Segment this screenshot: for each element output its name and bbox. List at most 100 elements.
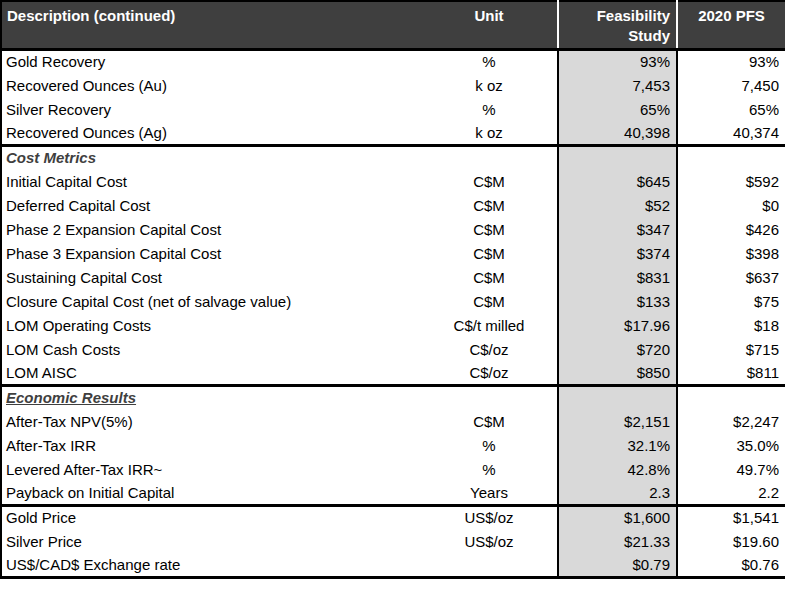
table-row: Gold Price US$/oz $1,600 $1,541: [1, 505, 785, 529]
row-unit: C$/oz: [421, 361, 558, 385]
row-unit: C$M: [421, 193, 558, 217]
row-description: LOM Cash Costs: [1, 337, 421, 361]
row-feasibility-value: $52: [558, 193, 677, 217]
row-unit: C$M: [421, 241, 558, 265]
row-unit: k oz: [421, 121, 558, 145]
row-description: US$/CAD$ Exchange rate: [1, 553, 421, 577]
row-feasibility-value: 40,398: [558, 121, 677, 145]
table-row: Recovered Ounces (Ag) k oz 40,398 40,374: [1, 121, 785, 145]
row-feasibility-value: $645: [558, 169, 677, 193]
row-pfs-value: $19.60: [677, 529, 785, 553]
row-feasibility-value: $1,600: [558, 505, 677, 529]
row-pfs-value: $2,247: [677, 409, 785, 433]
row-description: Silver Recovery: [1, 97, 421, 121]
row-unit: C$/t milled: [421, 313, 558, 337]
row-unit: C$M: [421, 289, 558, 313]
row-description: LOM Operating Costs: [1, 313, 421, 337]
section-title: Cost Metrics: [1, 145, 421, 169]
table-row: LOM AISC C$/oz $850 $811: [1, 361, 785, 385]
row-feasibility-value: $0.79: [558, 553, 677, 577]
row-feasibility-value: $374: [558, 241, 677, 265]
row-feasibility-value: 42.8%: [558, 457, 677, 481]
row-feasibility-value: 93%: [558, 49, 677, 73]
row-pfs-value: $715: [677, 337, 785, 361]
row-feasibility-value: $21.33: [558, 529, 677, 553]
row-pfs-value: $637: [677, 265, 785, 289]
row-unit: Years: [421, 481, 558, 505]
empty-cell: [558, 145, 677, 169]
row-pfs-value: $0: [677, 193, 785, 217]
empty-cell: [677, 385, 785, 409]
table-row: Closure Capital Cost (net of salvage val…: [1, 289, 785, 313]
row-description: Silver Price: [1, 529, 421, 553]
section-header-row-cost-metrics: Cost Metrics: [1, 145, 785, 169]
table-row: US$/CAD$ Exchange rate $0.79 $0.76: [1, 553, 785, 577]
empty-cell: [421, 385, 558, 409]
row-feasibility-value: $2,151: [558, 409, 677, 433]
comparison-table: Description (continued) Unit Feasibility…: [0, 0, 785, 579]
column-header-2020-pfs: 2020 PFS: [677, 1, 785, 49]
section-header-row-economic-results: Economic Results: [1, 385, 785, 409]
row-description: Recovered Ounces (Ag): [1, 121, 421, 145]
table-row: LOM Operating Costs C$/t milled $17.96 $…: [1, 313, 785, 337]
feasibility-comparison-table-container: Description (continued) Unit Feasibility…: [0, 0, 785, 593]
row-feasibility-value: $133: [558, 289, 677, 313]
row-pfs-value: $1,541: [677, 505, 785, 529]
row-unit: %: [421, 457, 558, 481]
section-title: Economic Results: [1, 385, 421, 409]
row-description: Gold Recovery: [1, 49, 421, 73]
table-row: Phase 3 Expansion Capital Cost C$M $374 …: [1, 241, 785, 265]
row-pfs-value: 35.0%: [677, 433, 785, 457]
row-feasibility-value: 32.1%: [558, 433, 677, 457]
table-row: Deferred Capital Cost C$M $52 $0: [1, 193, 785, 217]
row-unit: C$/oz: [421, 337, 558, 361]
column-header-unit: Unit: [421, 1, 558, 49]
table-row: Payback on Initial Capital Years 2.3 2.2: [1, 481, 785, 505]
row-description: Payback on Initial Capital: [1, 481, 421, 505]
row-feasibility-value: $850: [558, 361, 677, 385]
table-row: LOM Cash Costs C$/oz $720 $715: [1, 337, 785, 361]
row-feasibility-value: $831: [558, 265, 677, 289]
row-pfs-value: $18: [677, 313, 785, 337]
table-row: After-Tax IRR % 32.1% 35.0%: [1, 433, 785, 457]
row-feasibility-value: $347: [558, 217, 677, 241]
table-row: Sustaining Capital Cost C$M $831 $637: [1, 265, 785, 289]
row-description: Phase 2 Expansion Capital Cost: [1, 217, 421, 241]
empty-cell: [558, 385, 677, 409]
table-row: Phase 2 Expansion Capital Cost C$M $347 …: [1, 217, 785, 241]
row-feasibility-value: 7,453: [558, 73, 677, 97]
row-feasibility-value: $17.96: [558, 313, 677, 337]
row-description: Initial Capital Cost: [1, 169, 421, 193]
row-feasibility-value: $720: [558, 337, 677, 361]
table-row: Levered After-Tax IRR~ % 42.8% 49.7%: [1, 457, 785, 481]
table-row: Gold Recovery % 93% 93%: [1, 49, 785, 73]
row-description: Deferred Capital Cost: [1, 193, 421, 217]
row-description: After-Tax NPV(5%): [1, 409, 421, 433]
row-unit: C$M: [421, 265, 558, 289]
row-feasibility-value: 2.3: [558, 481, 677, 505]
row-pfs-value: 40,374: [677, 121, 785, 145]
row-pfs-value: $811: [677, 361, 785, 385]
row-unit: [421, 553, 558, 577]
row-feasibility-value: 65%: [558, 97, 677, 121]
table-row: Silver Recovery % 65% 65%: [1, 97, 785, 121]
column-header-description: Description (continued): [1, 1, 421, 49]
row-description: Phase 3 Expansion Capital Cost: [1, 241, 421, 265]
row-unit: k oz: [421, 73, 558, 97]
row-pfs-value: 49.7%: [677, 457, 785, 481]
row-pfs-value: 7,450: [677, 73, 785, 97]
row-description: LOM AISC: [1, 361, 421, 385]
row-unit: C$M: [421, 409, 558, 433]
row-pfs-value: $75: [677, 289, 785, 313]
row-description: Recovered Ounces (Au): [1, 73, 421, 97]
row-unit: US$/oz: [421, 529, 558, 553]
row-unit: US$/oz: [421, 505, 558, 529]
table-row: Silver Price US$/oz $21.33 $19.60: [1, 529, 785, 553]
row-description: Levered After-Tax IRR~: [1, 457, 421, 481]
row-unit: C$M: [421, 217, 558, 241]
row-unit: %: [421, 97, 558, 121]
row-description: Sustaining Capital Cost: [1, 265, 421, 289]
table-row: After-Tax NPV(5%) C$M $2,151 $2,247: [1, 409, 785, 433]
row-description: After-Tax IRR: [1, 433, 421, 457]
row-pfs-value: $592: [677, 169, 785, 193]
